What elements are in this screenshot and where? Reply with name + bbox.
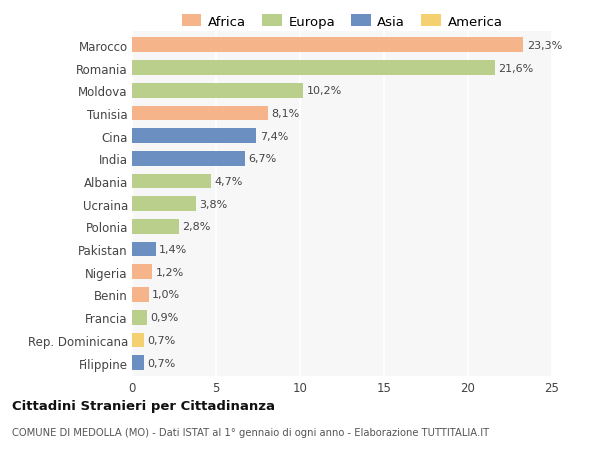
Text: Cittadini Stranieri per Cittadinanza: Cittadini Stranieri per Cittadinanza xyxy=(12,399,275,412)
Text: 4,7%: 4,7% xyxy=(214,177,242,187)
Text: 0,7%: 0,7% xyxy=(147,358,175,368)
Text: 1,0%: 1,0% xyxy=(152,290,180,300)
Bar xyxy=(132,242,155,257)
Bar xyxy=(132,84,304,98)
Bar xyxy=(132,129,256,144)
Text: 0,7%: 0,7% xyxy=(147,335,175,345)
Text: 21,6%: 21,6% xyxy=(498,63,533,73)
Text: 6,7%: 6,7% xyxy=(248,154,276,164)
Bar xyxy=(132,197,196,212)
Text: 1,4%: 1,4% xyxy=(159,245,187,255)
Text: 23,3%: 23,3% xyxy=(527,41,562,50)
Legend: Africa, Europa, Asia, America: Africa, Europa, Asia, America xyxy=(178,11,506,33)
Bar xyxy=(132,355,144,370)
Text: 3,8%: 3,8% xyxy=(199,199,227,209)
Bar xyxy=(132,333,144,347)
Bar xyxy=(132,174,211,189)
Text: COMUNE DI MEDOLLA (MO) - Dati ISTAT al 1° gennaio di ogni anno - Elaborazione TU: COMUNE DI MEDOLLA (MO) - Dati ISTAT al 1… xyxy=(12,427,489,437)
Bar xyxy=(132,151,245,166)
Bar xyxy=(132,265,152,280)
Text: 2,8%: 2,8% xyxy=(182,222,211,232)
Text: 10,2%: 10,2% xyxy=(307,86,342,96)
Text: 1,2%: 1,2% xyxy=(155,267,184,277)
Text: 7,4%: 7,4% xyxy=(260,131,288,141)
Bar xyxy=(132,106,268,121)
Bar xyxy=(132,219,179,234)
Text: 0,9%: 0,9% xyxy=(151,313,179,323)
Bar xyxy=(132,61,495,76)
Text: 8,1%: 8,1% xyxy=(271,109,299,119)
Bar xyxy=(132,39,523,53)
Bar xyxy=(132,310,147,325)
Bar xyxy=(132,287,149,302)
